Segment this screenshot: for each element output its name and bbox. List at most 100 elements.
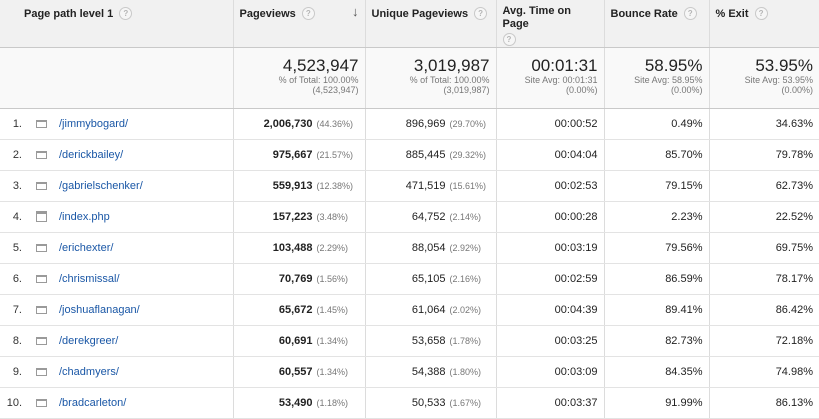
pageviews-value: 60,691 xyxy=(278,335,313,347)
unique-pageviews-value: 61,064 xyxy=(411,304,446,316)
folder-icon[interactable] xyxy=(36,244,47,252)
bounce-rate-cell: 85.70% xyxy=(604,139,710,171)
table-row: 5./erichexter/103,488 (2.29%) 88,054 (2.92%… xyxy=(0,232,819,264)
bounce-rate-cell: 79.56% xyxy=(604,232,710,264)
unique-pageviews-percent: (15.61%) xyxy=(449,181,487,191)
exit-cell: 22.52% xyxy=(709,201,819,233)
help-icon[interactable]: ? xyxy=(754,7,768,20)
col-avg-time[interactable]: Avg. Time on Page? xyxy=(496,0,605,48)
col-pageviews[interactable]: Pageviews? ↓ xyxy=(233,0,366,48)
table-row: 7./joshuaflanagan/65,672 (1.45%) 61,064 (2.… xyxy=(0,294,819,326)
pageviews-percent: (2.29%) xyxy=(316,243,349,253)
pageviews-cell: 975,667 (21.57%) xyxy=(233,139,366,171)
help-icon[interactable]: ? xyxy=(683,7,697,20)
pageviews-cell: 157,223 (3.48%) xyxy=(233,201,366,233)
pageviews-value: 157,223 xyxy=(272,211,313,223)
page-path-link[interactable]: /jimmybogard/ xyxy=(59,118,129,130)
col-bounce-rate[interactable]: Bounce Rate? xyxy=(604,0,710,48)
unique-pageviews-cell: 896,969 (29.70%) xyxy=(365,108,497,140)
unique-pageviews-value: 65,105 xyxy=(411,273,446,285)
page-path-link[interactable]: /bradcarleton/ xyxy=(59,397,127,409)
table-row: 4./index.php 157,223 (3.48%) 64,752 (2.14%) 0… xyxy=(0,201,819,233)
exit-cell: 74.98% xyxy=(709,356,819,388)
unique-pageviews-cell: 471,519 (15.61%) xyxy=(365,170,497,202)
table-row: 8./derekgreer/60,691 (1.34%) 53,658 (1.78%)… xyxy=(0,325,819,357)
pageviews-percent: (21.57%) xyxy=(316,150,354,160)
folder-icon[interactable] xyxy=(36,182,47,190)
page-path-link[interactable]: /chadmyers/ xyxy=(59,366,119,378)
page-path-link[interactable]: /gabrielschenker/ xyxy=(59,180,143,192)
table-row: 3. /gabrielschenker/559,913 (12.38%) 471,51… xyxy=(0,170,819,202)
bounce-rate-cell: 86.59% xyxy=(604,263,710,295)
total-percent-line: % of Total: 100.00% xyxy=(278,75,359,85)
avg-time-cell: 00:00:52 xyxy=(496,108,605,140)
totals-row: 4,523,947 % of Total: 100.00% (4,523,947… xyxy=(0,47,819,109)
site-avg-delta: (0.00%) xyxy=(565,85,598,95)
help-icon[interactable]: ? xyxy=(474,7,488,20)
pageviews-cell: 559,913 (12.38%) xyxy=(233,170,366,202)
col-page-path[interactable]: Page path level 1? xyxy=(0,0,234,48)
row-index: 1. xyxy=(12,118,22,130)
avg-time-cell: 00:04:04 xyxy=(496,139,605,171)
folder-icon[interactable] xyxy=(36,337,47,345)
pageviews-cell: 60,691 (1.34%) xyxy=(233,325,366,357)
row-index: 4. xyxy=(12,211,22,223)
unique-pageviews-percent: (2.16%) xyxy=(449,274,482,284)
sort-descending-icon[interactable]: ↓ xyxy=(352,4,359,19)
pageviews-percent: (1.34%) xyxy=(316,367,349,377)
bounce-rate-cell: 82.73% xyxy=(604,325,710,357)
avg-time-cell: 00:02:59 xyxy=(496,263,605,295)
folder-icon[interactable] xyxy=(36,368,47,376)
page-path-cell: 4. /index.php xyxy=(0,201,234,233)
pageviews-cell: 103,488 (2.29%) xyxy=(233,232,366,264)
avg-time-cell: 00:02:53 xyxy=(496,170,605,202)
total-count-line: (3,019,987) xyxy=(443,85,490,95)
total-pageviews: 4,523,947 % of Total: 100.00% (4,523,947… xyxy=(233,47,366,109)
help-icon[interactable]: ? xyxy=(502,33,516,46)
avg-time-cell: 00:03:25 xyxy=(496,325,605,357)
unique-pageviews-value: 896,969 xyxy=(405,118,446,130)
pageviews-value: 65,672 xyxy=(278,304,313,316)
page-path-cell: 2. /derickbailey/ xyxy=(0,139,234,171)
totals-label-cell xyxy=(0,47,234,109)
total-value: 58.95% xyxy=(644,56,703,75)
total-count-line: (4,523,947) xyxy=(312,85,359,95)
col-exit[interactable]: % Exit? xyxy=(709,0,819,48)
page-path-link[interactable]: /erichexter/ xyxy=(59,242,114,254)
total-unique-pageviews: 3,019,987 % of Total: 100.00% (3,019,987… xyxy=(365,47,497,109)
row-index: 2. xyxy=(12,149,22,161)
page-icon[interactable] xyxy=(36,211,47,222)
row-index: 6. xyxy=(12,273,22,285)
exit-cell: 34.63% xyxy=(709,108,819,140)
pageviews-header-label: Pageviews xyxy=(239,8,296,20)
page-path-header-label: Page path level 1 xyxy=(24,8,114,20)
row-index: 10. xyxy=(6,397,22,409)
unique-pageviews-cell: 54,388 (1.80%) xyxy=(365,356,497,388)
folder-icon[interactable] xyxy=(36,399,47,407)
page-path-link[interactable]: /chrismissal/ xyxy=(59,273,120,285)
exit-cell: 78.17% xyxy=(709,263,819,295)
folder-icon[interactable] xyxy=(36,275,47,283)
folder-icon[interactable] xyxy=(36,151,47,159)
unique-pageviews-percent: (1.78%) xyxy=(449,336,482,346)
unique-pageviews-value: 88,054 xyxy=(411,242,446,254)
unique-pageviews-value: 54,388 xyxy=(411,366,446,378)
row-index: 3. xyxy=(12,180,22,192)
page-path-link[interactable]: /derickbailey/ xyxy=(59,149,124,161)
folder-icon[interactable] xyxy=(36,306,47,314)
total-value: 53.95% xyxy=(755,56,813,75)
folder-icon[interactable] xyxy=(36,120,47,128)
help-icon[interactable]: ? xyxy=(301,7,315,20)
pageviews-value: 60,557 xyxy=(278,366,313,378)
avg-time-cell: 00:03:19 xyxy=(496,232,605,264)
page-path-link[interactable]: /joshuaflanagan/ xyxy=(59,304,140,316)
pageviews-value: 103,488 xyxy=(272,242,313,254)
page-path-link[interactable]: /derekgreer/ xyxy=(59,335,119,347)
help-icon[interactable]: ? xyxy=(119,7,133,20)
exit-header-label: % Exit xyxy=(715,8,749,20)
exit-cell: 62.73% xyxy=(709,170,819,202)
pageviews-value: 53,490 xyxy=(278,397,313,409)
total-exit: 53.95% Site Avg: 53.95% (0.00%) xyxy=(709,47,819,109)
col-unique-pageviews[interactable]: Unique Pageviews? xyxy=(365,0,497,48)
page-path-link[interactable]: /index.php xyxy=(59,211,110,223)
